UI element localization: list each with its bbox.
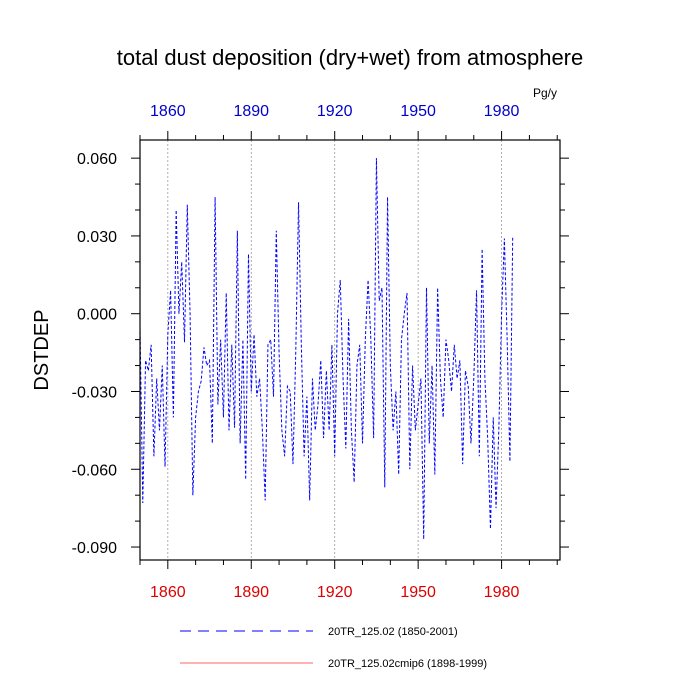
ticks	[131, 131, 569, 569]
plot-frame	[139, 139, 561, 561]
x-tick-label-bottom: 1890	[233, 584, 269, 601]
y-tick-label: -0.030	[72, 384, 117, 401]
y-tick-label: 0.060	[77, 151, 117, 168]
series-layer	[139, 158, 514, 540]
x-tick-label-top: 1980	[484, 103, 520, 120]
x-tick-label-top: 1920	[317, 103, 353, 120]
x-tick-label-top: 1890	[233, 103, 269, 120]
grid	[167, 140, 502, 560]
x-tick-label-top: 1860	[150, 103, 186, 120]
y-tick-label: 0.030	[77, 229, 117, 246]
legend: 20TR_125.02 (1850-2001) 20TR_125.02cmip6…	[180, 626, 487, 670]
series-line-0	[139, 158, 514, 540]
tick-labels: 1860 1860 1890 1890 1920 1920 1950 1950 1980 1980…	[72, 103, 520, 601]
x-tick-label-bottom: 1980	[484, 584, 520, 601]
units-label: Pg/y	[533, 86, 557, 100]
y-tick-label: -0.060	[72, 462, 117, 479]
y-tick-label: -0.090	[72, 540, 117, 557]
legend-label-2: 20TR_125.02cmip6 (1898-1999)	[328, 658, 487, 670]
chart-title: total dust deposition (dry+wet) from atm…	[117, 45, 584, 70]
x-tick-label-bottom: 1920	[317, 584, 353, 601]
y-axis-label: DSTDEP	[31, 309, 53, 390]
x-tick-label-bottom: 1860	[150, 584, 186, 601]
x-tick-label-top: 1950	[400, 103, 436, 120]
x-tick-label-bottom: 1950	[400, 584, 436, 601]
legend-label-1: 20TR_125.02 (1850-2001)	[328, 626, 458, 638]
y-tick-label: 0.000	[77, 307, 117, 324]
